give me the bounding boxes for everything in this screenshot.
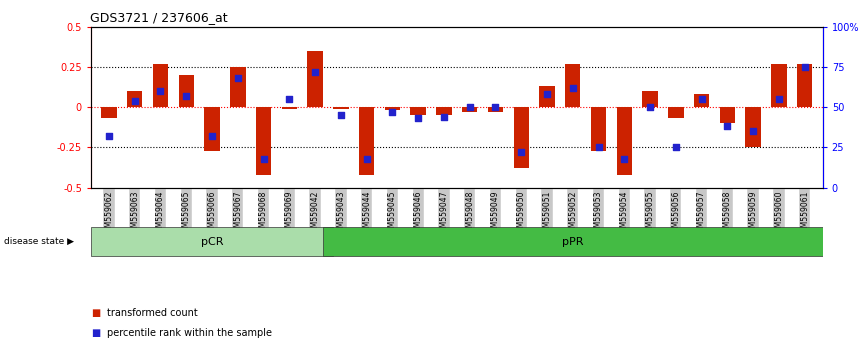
Point: [798, 64, 811, 70]
Bar: [91, 227, 333, 256]
Point: [179, 93, 193, 99]
Bar: [101, 107, 117, 118]
Point: [591, 144, 605, 150]
Text: disease state ▶: disease state ▶: [4, 237, 74, 246]
Bar: [436, 107, 452, 115]
Point: [385, 109, 399, 115]
Point: [772, 96, 785, 102]
Bar: [565, 64, 580, 107]
Bar: [255, 107, 271, 175]
Bar: [668, 107, 683, 118]
Bar: [410, 107, 426, 115]
Bar: [514, 107, 529, 168]
Bar: [385, 107, 400, 110]
Bar: [178, 75, 194, 107]
Point: [153, 88, 167, 94]
Bar: [307, 51, 323, 107]
Bar: [694, 94, 709, 107]
Point: [256, 156, 270, 161]
Bar: [333, 107, 349, 109]
Text: ■: ■: [91, 328, 100, 338]
Point: [643, 104, 657, 110]
Point: [359, 156, 373, 161]
Bar: [797, 64, 812, 107]
Bar: [540, 86, 555, 107]
Point: [746, 129, 760, 134]
Point: [437, 114, 451, 120]
Bar: [152, 64, 168, 107]
Bar: [720, 107, 735, 123]
Bar: [359, 107, 374, 175]
Point: [411, 115, 425, 121]
Bar: [204, 107, 220, 150]
Point: [205, 133, 219, 139]
Text: GDS3721 / 237606_at: GDS3721 / 237606_at: [90, 11, 228, 24]
Bar: [462, 107, 477, 112]
Bar: [591, 107, 606, 150]
Point: [565, 85, 579, 91]
Point: [695, 96, 708, 102]
Point: [308, 69, 322, 74]
Bar: [617, 107, 632, 175]
Bar: [488, 107, 503, 112]
Bar: [127, 91, 143, 107]
Point: [488, 104, 502, 110]
Bar: [323, 227, 823, 256]
Point: [102, 133, 116, 139]
Point: [669, 144, 682, 150]
Text: percentile rank within the sample: percentile rank within the sample: [107, 328, 272, 338]
Bar: [746, 107, 761, 147]
Point: [462, 104, 476, 110]
Point: [617, 156, 631, 161]
Text: transformed count: transformed count: [107, 308, 197, 318]
Point: [540, 91, 554, 97]
Bar: [230, 67, 246, 107]
Bar: [643, 91, 658, 107]
Bar: [771, 64, 786, 107]
Text: pPR: pPR: [562, 236, 584, 247]
Point: [128, 98, 142, 103]
Text: pCR: pCR: [201, 236, 223, 247]
Bar: [281, 107, 297, 109]
Point: [334, 112, 348, 118]
Point: [514, 149, 528, 155]
Point: [231, 75, 245, 81]
Point: [721, 124, 734, 129]
Point: [282, 96, 296, 102]
Text: ■: ■: [91, 308, 100, 318]
